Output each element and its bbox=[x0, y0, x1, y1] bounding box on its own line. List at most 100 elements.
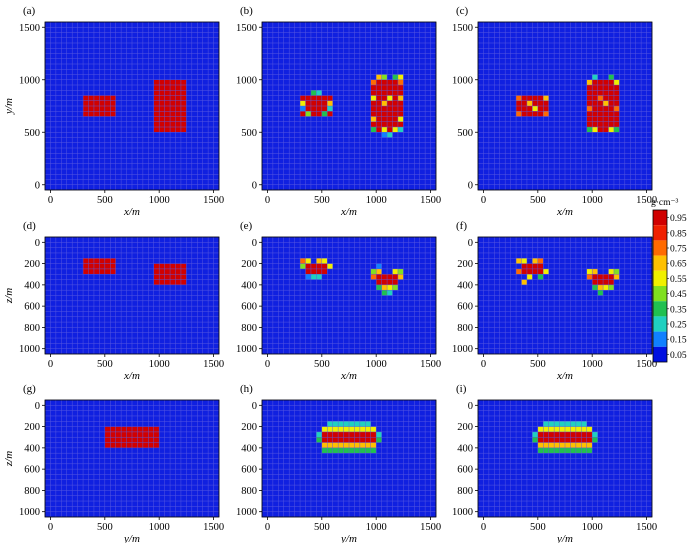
x-tick-label: 1000 bbox=[366, 359, 387, 370]
anomaly-cell bbox=[110, 263, 116, 269]
anomaly-cell bbox=[164, 100, 171, 106]
anomaly-cell bbox=[305, 263, 311, 269]
anomaly-cell bbox=[376, 121, 382, 127]
anomaly-cell bbox=[170, 116, 176, 122]
halo-cell bbox=[365, 447, 371, 454]
edge-cell bbox=[608, 127, 614, 133]
anomaly-cell bbox=[592, 106, 598, 112]
anomaly-cell bbox=[175, 95, 181, 101]
anomaly-cell bbox=[370, 121, 377, 127]
halo-cell bbox=[327, 447, 333, 454]
anomaly-cell bbox=[110, 426, 116, 432]
edge-cell bbox=[316, 274, 322, 280]
panel-frame bbox=[44, 399, 220, 518]
anomaly-cell bbox=[175, 121, 181, 127]
y-tick-label: 200 bbox=[457, 259, 473, 270]
edge-cell bbox=[321, 111, 328, 117]
anomaly-cell bbox=[537, 111, 544, 117]
anomaly-cell bbox=[170, 100, 176, 106]
edge-cell bbox=[310, 274, 317, 280]
y-tick-label: 500 bbox=[241, 128, 257, 139]
anomaly-cell bbox=[543, 106, 549, 112]
y-axis-label: z/m bbox=[3, 451, 15, 467]
halo-cell bbox=[376, 431, 382, 438]
anomaly-cell bbox=[170, 111, 176, 117]
anomaly-cell bbox=[159, 116, 165, 122]
anomaly-cell bbox=[153, 116, 160, 122]
anomaly-cell bbox=[327, 95, 333, 101]
anomaly-cell bbox=[316, 100, 322, 106]
halo-cell bbox=[365, 426, 371, 432]
anomaly-cell bbox=[537, 431, 544, 438]
y-tick-label: 1500 bbox=[236, 23, 257, 34]
anomaly-cell bbox=[153, 431, 160, 438]
edge-cell bbox=[543, 95, 549, 101]
edge-cell bbox=[516, 111, 522, 117]
anomaly-cell bbox=[115, 426, 122, 432]
anomaly-cell bbox=[543, 437, 549, 443]
colorbar-tick-label: 0.65 bbox=[670, 260, 687, 270]
anomaly-cell bbox=[175, 268, 181, 275]
panel-label: (d) bbox=[23, 220, 36, 232]
anomaly-cell bbox=[597, 121, 604, 127]
anomaly-cell bbox=[565, 431, 571, 438]
anomaly-cell bbox=[343, 431, 349, 438]
edge-cell bbox=[521, 279, 527, 285]
anomaly-cell bbox=[338, 437, 344, 443]
y-tick-label: 800 bbox=[24, 486, 40, 497]
anomaly-cell bbox=[603, 85, 609, 91]
anomaly-cell bbox=[338, 431, 344, 438]
anomaly-cell bbox=[110, 106, 116, 112]
halo-cell bbox=[581, 447, 587, 454]
anomaly-cell bbox=[603, 90, 609, 96]
x-axis-label: x/m bbox=[123, 206, 140, 218]
anomaly-cell bbox=[387, 111, 393, 117]
anomaly-cell bbox=[321, 106, 328, 112]
x-tick-label: 0 bbox=[48, 359, 53, 370]
edge-cell bbox=[300, 258, 306, 264]
anomaly-cell bbox=[305, 95, 311, 101]
panel-frame bbox=[261, 399, 437, 518]
anomaly-cell bbox=[170, 279, 176, 285]
panel-frame bbox=[477, 21, 653, 191]
x-axis-label: y/m bbox=[340, 533, 357, 543]
anomaly-cell bbox=[359, 437, 366, 443]
halo-cell bbox=[575, 421, 582, 427]
halo-cell bbox=[321, 426, 328, 432]
anomaly-cell bbox=[543, 431, 549, 438]
edge-cell bbox=[376, 284, 382, 291]
y-tick-label: 600 bbox=[24, 302, 40, 313]
anomaly-cell bbox=[104, 258, 111, 264]
anomaly-cell bbox=[597, 127, 604, 133]
edge-cell bbox=[392, 74, 398, 80]
halo-cell bbox=[349, 442, 355, 448]
anomaly-cell bbox=[603, 274, 609, 280]
edge-cell bbox=[586, 268, 593, 275]
anomaly-cell bbox=[88, 111, 94, 117]
y-tick-label: 800 bbox=[241, 323, 257, 334]
anomaly-cell bbox=[565, 437, 571, 443]
edge-cell bbox=[370, 268, 377, 275]
anomaly-cell bbox=[548, 437, 555, 443]
anomaly-cell bbox=[126, 442, 132, 448]
anomaly-cell bbox=[93, 100, 100, 106]
anomaly-cell bbox=[180, 79, 187, 85]
colorbar-tick-label: 0.45 bbox=[670, 290, 687, 300]
anomaly-cell bbox=[586, 116, 593, 122]
edge-cell bbox=[376, 74, 382, 80]
halo-cell bbox=[354, 426, 360, 432]
colorbar-tick-label: 0.05 bbox=[670, 351, 687, 361]
y-tick-label: 200 bbox=[457, 422, 473, 433]
panel-b: 0 500 1000 1500 0 500 1000 1500 x/m (b) bbox=[236, 5, 441, 218]
anomaly-cell bbox=[175, 79, 181, 85]
edge-cell bbox=[387, 284, 393, 291]
anomaly-cell bbox=[153, 263, 160, 269]
anomaly-cell bbox=[586, 121, 593, 127]
anomaly-cell bbox=[526, 111, 533, 117]
x-tick-label: 0 bbox=[265, 359, 270, 370]
edge-cell bbox=[586, 127, 593, 133]
halo-cell bbox=[575, 426, 582, 432]
y-tick-label: 600 bbox=[241, 302, 257, 313]
edge-cell bbox=[392, 127, 398, 133]
x-axis-label: y/m bbox=[123, 533, 140, 543]
